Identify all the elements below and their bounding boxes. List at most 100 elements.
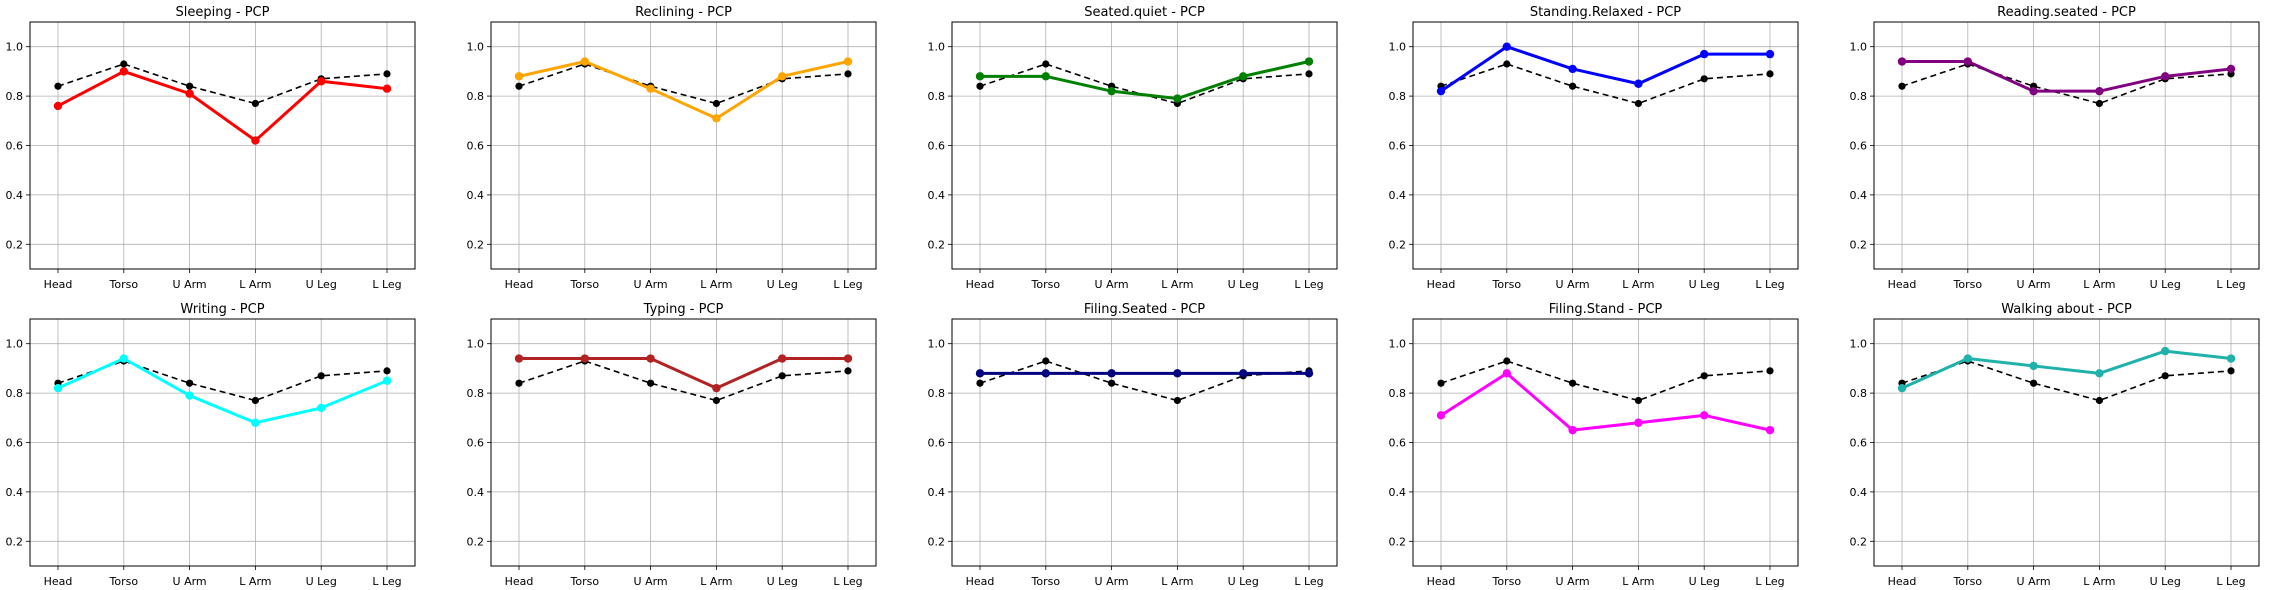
x-tick-label: Head [44,575,73,588]
x-tick-label: L Leg [1294,278,1323,291]
data-point [1041,369,1051,378]
x-tick-label: U Arm [173,278,207,291]
y-tick-label: 0.6 [1389,140,1407,153]
data-point [2161,346,2170,356]
series-line-reference [1901,360,2232,402]
x-tick-label: Head [505,575,534,588]
x-tick-label: L Arm [700,278,732,291]
chart-panel-6: Head Torso U Arm L Arm U Leg L Leg 0.2 0.4 0.6 0.… [467,302,877,588]
reference-point [1437,379,1445,387]
x-tick-label: L Arm [2083,575,2115,588]
data-point [1502,42,1512,51]
y-tick-label: 0.2 [467,238,485,251]
x-tick-label: L Leg [372,575,401,588]
reference-point [2095,99,2103,108]
data-point [514,72,524,81]
reference-point [1634,396,1642,405]
data-point [1173,369,1182,378]
data-point [2226,354,2236,363]
x-tick-label: Torso [1953,278,1983,291]
reference-point [1042,60,1050,68]
x-tick-label: U Arm [1095,278,1129,291]
reference-point [976,82,984,90]
data-point [1041,72,1051,81]
axes-frame [1412,21,1799,270]
data-point [2095,86,2104,96]
axes-frame [490,21,877,270]
reference-point [1766,367,1774,375]
y-tick-label: 0.4 [928,486,946,499]
x-tick-label: U Leg [1228,278,1259,291]
axes-frame [1412,318,1799,567]
y-tick-label: 0.6 [928,437,946,450]
x-tick-label: L Leg [1755,575,1784,588]
data-point [2161,72,2170,81]
chart-title: Writing - PCP [180,302,264,317]
data-point [119,67,128,76]
reference-point [1700,75,1708,83]
data-point [1568,425,1577,435]
x-tick-label: U Arm [634,278,668,291]
series-line [518,60,849,120]
data-point [53,383,63,393]
x-tick-label: Torso [1492,278,1522,291]
y-tick-label: 0.8 [1389,90,1407,103]
chart-title: Filing.Stand - PCP [1549,302,1663,317]
y-tick-label: 1.0 [1389,41,1407,54]
x-tick-label: L Arm [2083,278,2115,291]
x-tick-label: Head [505,278,534,291]
data-point [1173,94,1182,103]
x-tick-label: L Leg [833,575,862,588]
reference-point [1503,60,1511,68]
axes-frame [490,318,877,567]
x-tick-label: Head [966,278,995,291]
x-tick-label: L Leg [833,278,862,291]
reference-point [844,70,852,78]
data-point [1502,369,1512,378]
data-point [1765,49,1775,59]
series-line [1440,371,1771,432]
data-point [778,72,787,81]
x-tick-label: Torso [109,575,139,588]
x-tick-label: Torso [1031,278,1061,291]
reference-point [1569,82,1577,90]
reference-point [186,82,194,90]
reference-point [647,379,655,387]
y-tick-label: 1.0 [1850,338,1868,351]
x-tick-label: U Arm [634,575,668,588]
y-tick-label: 0.2 [928,535,946,548]
data-point [2029,361,2038,371]
x-tick-label: Torso [570,278,600,291]
chart-title: Standing.Relaxed - PCP [1530,5,1681,20]
series-line-reference [979,360,1310,402]
reference-point [1305,70,1313,78]
chart-panel-3: Head Torso U Arm L Arm U Leg L Leg 0.2 0.4 0.6 0.… [1389,5,1799,291]
x-tick-label: U Leg [306,278,337,291]
chart-panel-0: Head Torso U Arm L Arm U Leg L Leg 0.2 0.4 0.6 0.… [6,5,416,291]
reference-point [186,379,194,387]
chart-title: Seated.quiet - PCP [1084,5,1205,20]
reference-point [1042,357,1050,365]
series-line-reference [57,63,388,105]
reference-point [120,60,128,68]
series-line [1902,60,2232,93]
data-point [1634,418,1643,427]
data-point [712,383,721,393]
reference-point [1503,357,1511,365]
reference-point [54,82,62,90]
x-tick-label: U Arm [1556,575,1590,588]
data-point [646,354,655,363]
x-tick-label: U Leg [767,278,798,291]
reference-point [712,396,721,405]
x-tick-label: U Leg [2150,575,2181,588]
data-point [1107,86,1116,96]
y-tick-label: 0.2 [1389,535,1407,548]
reference-point [844,367,852,375]
y-tick-label: 0.2 [6,535,24,548]
y-tick-label: 0.4 [928,189,946,202]
series-line-reference [518,360,849,402]
data-point [580,57,589,66]
reference-point [1108,379,1116,387]
chart-title: Sleeping - PCP [176,5,270,20]
y-tick-label: 0.8 [467,387,485,400]
